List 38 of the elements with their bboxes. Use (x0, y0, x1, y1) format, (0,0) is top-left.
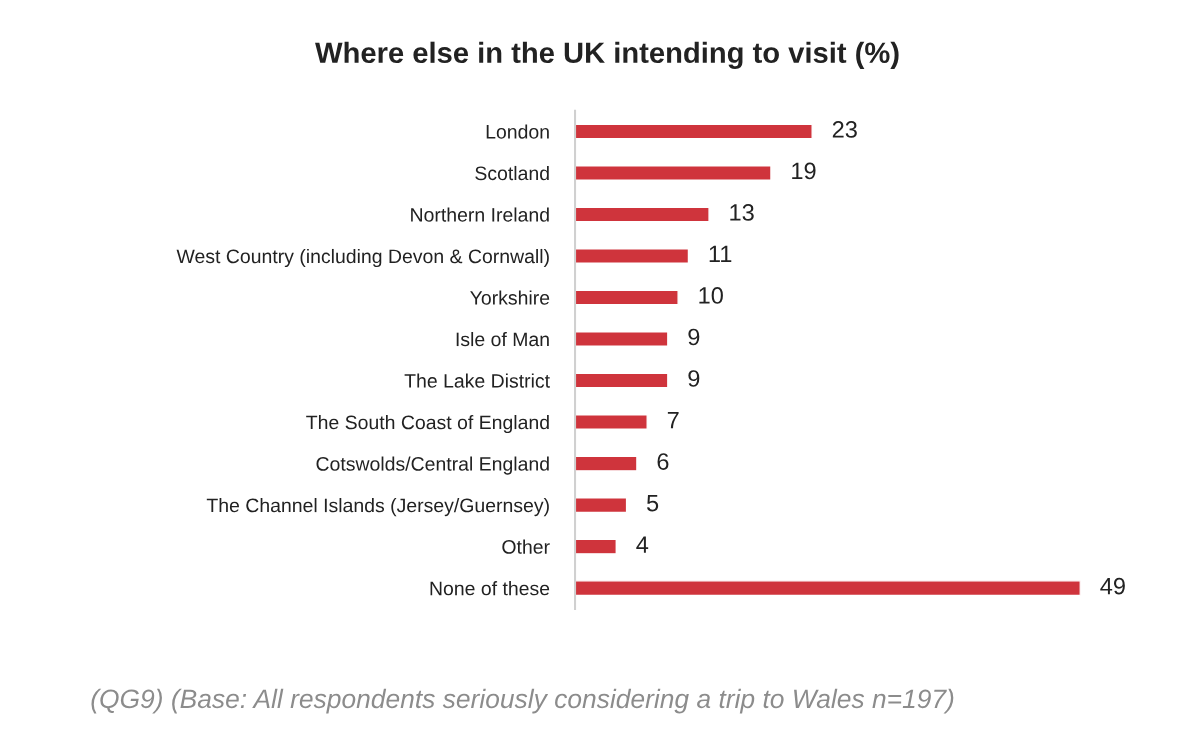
bar (575, 538, 617, 555)
data-label: 5 (646, 494, 659, 512)
data-label: 7 (667, 411, 679, 429)
bar (575, 580, 1081, 597)
data-label: 49 (1100, 577, 1125, 595)
data-label: 11 (709, 245, 732, 263)
bar (575, 372, 669, 389)
y-tick-label: The Lake District (404, 373, 550, 388)
y-tick-label: West Country (including Devon & Cornwall) (176, 248, 549, 268)
data-label: 19 (792, 162, 816, 180)
bar (575, 123, 813, 140)
data-label: 6 (657, 453, 669, 470)
y-tick-label: London (486, 124, 549, 139)
y-tick-label: None of these (430, 581, 550, 596)
data-label: 4 (636, 536, 649, 553)
y-tick-label: Yorkshire (470, 290, 550, 305)
data-label: 23 (832, 121, 857, 138)
y-tick-label: Isle of Man (456, 331, 549, 347)
bar (575, 248, 690, 264)
bar (575, 497, 628, 514)
text: (QG9) (Base: All respondents seriously considering a trip to Wales n=197) (91, 688, 954, 714)
bar (575, 165, 772, 181)
y-tick-label: The Channel Islands (Jersey/Guernsey) (206, 498, 549, 517)
bar (575, 289, 679, 306)
data-label: 9 (688, 328, 700, 346)
bar (575, 414, 648, 431)
bar (575, 331, 669, 347)
y-tick-label: The South Coast of England (306, 415, 549, 434)
data-label: 10 (699, 287, 723, 304)
y-tick-label: Northern Ireland (411, 207, 549, 222)
chart-title: Where else in the UK intending to visit (%) (315, 41, 899, 70)
bar (575, 455, 638, 472)
y-tick-label: Cotswolds/Central England (316, 456, 549, 475)
y-tick-label: Other (502, 539, 550, 554)
bar (575, 206, 710, 223)
data-label: 13 (730, 204, 754, 221)
y-tick-label: Scotland (475, 165, 549, 181)
data-label: 9 (688, 370, 700, 387)
